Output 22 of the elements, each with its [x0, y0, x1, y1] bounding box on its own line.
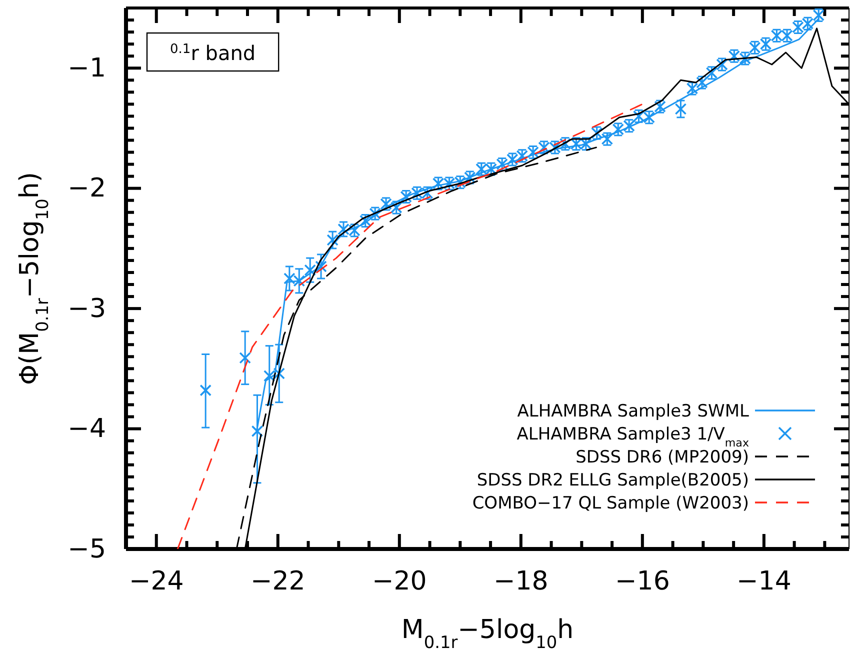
annotation: $^{0.1}$r band — [170, 41, 256, 65]
legend-label: COMBO−17 QL Sample (W2003) — [472, 494, 749, 514]
legend-label: SDSS DR6 (MP2009) — [576, 448, 749, 468]
point — [200, 384, 212, 396]
point — [674, 103, 687, 115]
x-tick-label: −18 — [493, 566, 548, 596]
y-tick-label: −4 — [68, 414, 106, 444]
y-tick-label: −2 — [68, 174, 106, 204]
x-axis-title: M$_{0.1r}$−5log$_{10}$h — [401, 615, 574, 650]
y-tick-label: −1 — [68, 53, 106, 84]
x-tick-label: −20 — [372, 566, 427, 596]
legend-label: ALHAMBRA Sample3 SWML — [517, 402, 750, 422]
y-tick-label: −3 — [68, 294, 106, 324]
legend-label: ALHAMBRA Sample3 1/V$_{max}$ — [516, 424, 750, 449]
x-tick-label: −14 — [736, 566, 792, 596]
x-tick-label: −24 — [128, 566, 184, 596]
point — [251, 425, 264, 438]
x-tick-label: −16 — [614, 566, 670, 596]
point — [239, 352, 251, 364]
legend-label: SDSS DR2 ELLG Sample(B2005) — [476, 470, 749, 490]
x-tick-label: −22 — [250, 566, 306, 596]
y-tick-label: −5 — [68, 534, 106, 564]
